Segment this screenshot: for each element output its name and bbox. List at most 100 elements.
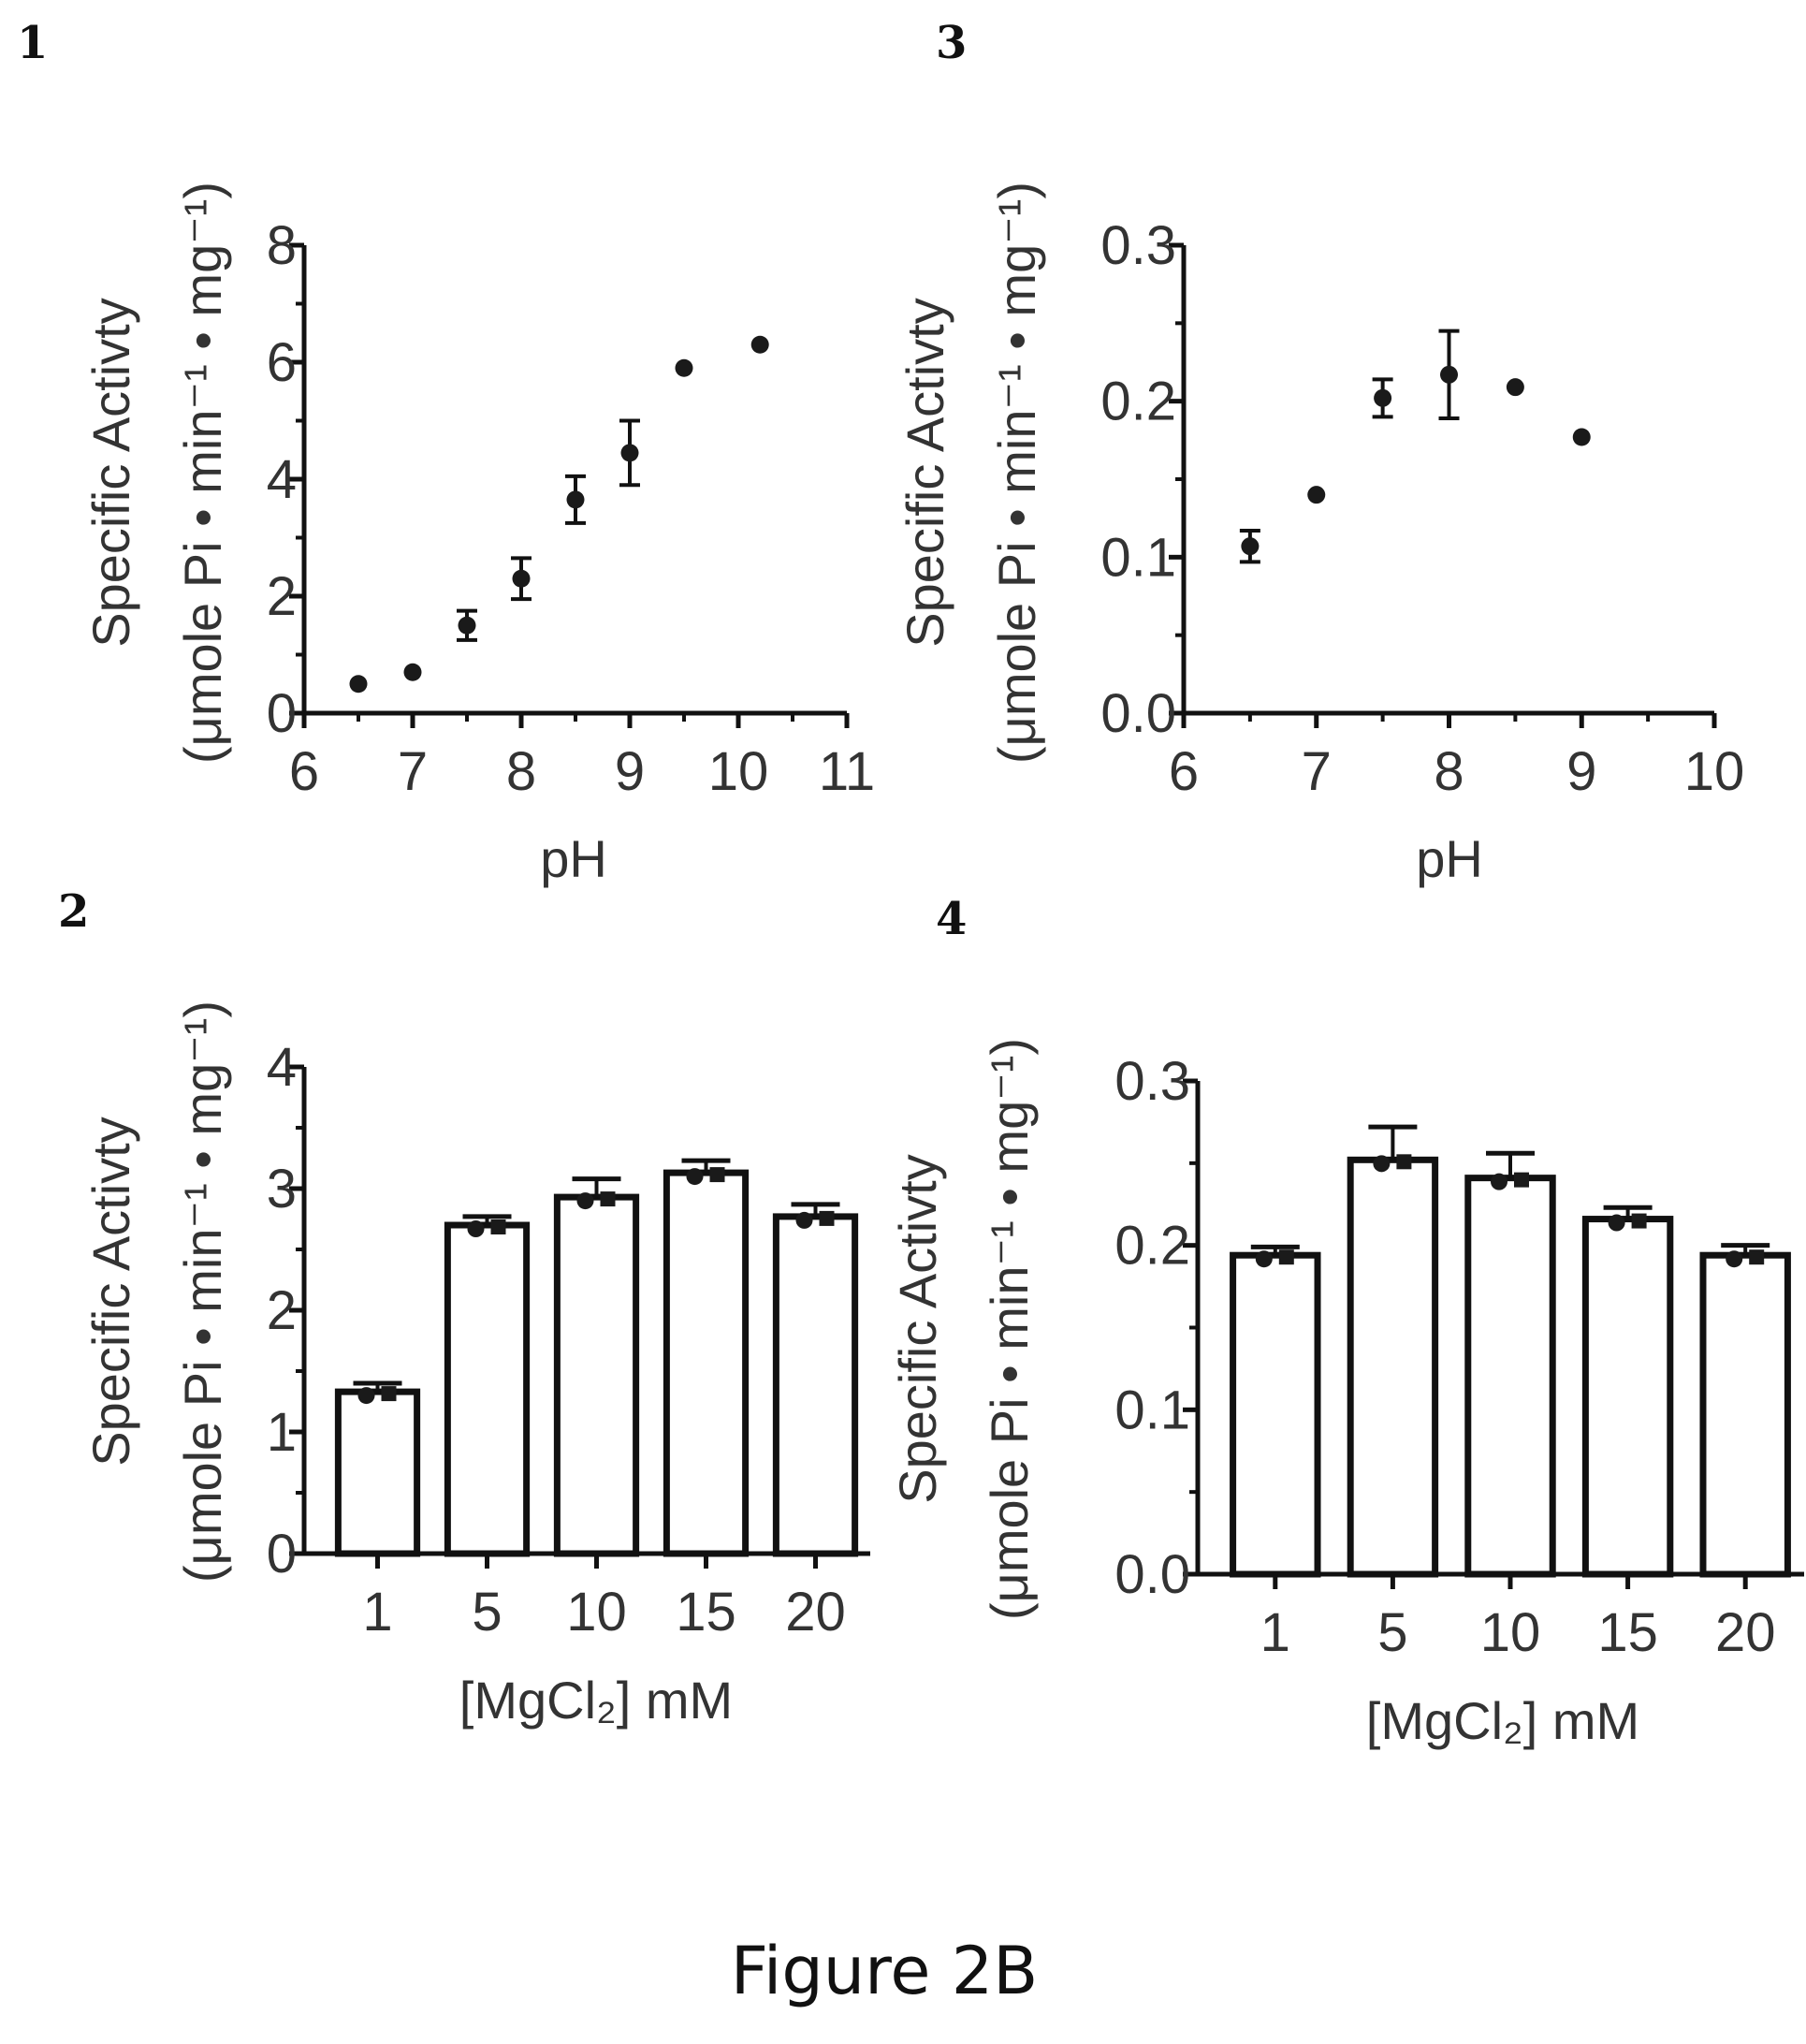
x-tick-label: 10 — [1480, 1602, 1541, 1663]
y-axis-title: Specific Activty — [896, 298, 954, 647]
y-axis-title: Specific Activty — [888, 1154, 947, 1503]
y-tick-label: 2 — [267, 1280, 297, 1341]
data-point — [620, 444, 639, 462]
data-point — [1241, 537, 1260, 556]
replicate-marker — [357, 1387, 375, 1405]
bar — [444, 1221, 531, 1557]
plot-area: 0 2 4 6 8 6 7 8 9 10 11 — [267, 215, 875, 802]
y-tick-label: 3 — [267, 1159, 297, 1219]
replicate-marker — [467, 1220, 485, 1237]
data-point — [1374, 388, 1392, 407]
replicate-marker — [1491, 1173, 1507, 1190]
bar — [1347, 1156, 1439, 1578]
y-axis-title: Specific Activty — [81, 1117, 140, 1466]
bar — [1581, 1216, 1674, 1578]
bar — [553, 1193, 640, 1557]
panel-1-ph-scatter: 1 Specific Activty (μmole Pi • min⁻¹ • m… — [17, 17, 875, 888]
x-tick-label: 20 — [785, 1582, 846, 1642]
replicate-marker — [1396, 1154, 1412, 1170]
panel-2-mgcl2-bars: 2 Specific Activty (μmole Pi • min⁻¹ • m… — [58, 885, 870, 1730]
x-tick-label: 15 — [1597, 1602, 1658, 1663]
replicate-marker — [600, 1191, 616, 1207]
replicate-marker — [1631, 1213, 1647, 1229]
bar — [772, 1213, 859, 1557]
replicate-marker — [381, 1386, 397, 1402]
x-tick-label: 5 — [472, 1582, 502, 1642]
x-tick-label: 1 — [362, 1582, 392, 1642]
x-tick-label: 15 — [676, 1582, 736, 1642]
data-point — [349, 675, 368, 694]
replicate-marker — [1514, 1172, 1529, 1188]
x-tick-label: 20 — [1715, 1602, 1776, 1663]
y-tick-label: 0.0 — [1114, 1544, 1190, 1605]
x-tick-label: 5 — [1377, 1602, 1407, 1663]
data-point — [1307, 486, 1326, 504]
data-point — [750, 335, 769, 354]
replicate-marker — [709, 1167, 725, 1183]
panel-label: 4 — [936, 893, 967, 945]
panel-label: 1 — [17, 17, 48, 69]
x-tick-label: 8 — [1434, 741, 1464, 802]
replicate-marker — [1608, 1214, 1625, 1232]
y-tick-label: 0.1 — [1100, 527, 1176, 588]
replicate-marker — [795, 1211, 813, 1229]
data-point — [1572, 428, 1591, 446]
x-tick-label: 10 — [566, 1582, 627, 1642]
replicate-marker — [490, 1219, 506, 1234]
plot-area: 0.00.10.20.31 5 10 15 20 — [1114, 1051, 1804, 1663]
x-tick-label: 11 — [819, 741, 875, 802]
replicate-marker — [576, 1192, 594, 1210]
y-axis-title: Specific Activty — [81, 298, 140, 647]
y-axis-units: (μmole Pi • min⁻¹ • mg⁻¹) — [987, 182, 1046, 764]
x-tick-label: 9 — [615, 741, 645, 802]
panel-label: 3 — [936, 17, 967, 69]
data-point — [403, 663, 422, 681]
panel-4-mgcl2-bars: 4 Specific Activty (μmole Pi • min⁻¹ • m… — [888, 893, 1804, 1750]
y-axis-units: (μmole Pi • min⁻¹ • mg⁻¹) — [173, 1000, 232, 1583]
x-tick-label: 10 — [1684, 741, 1745, 802]
x-tick-label: 6 — [289, 741, 319, 802]
bar — [663, 1169, 750, 1557]
figure-caption: Figure 2B — [731, 1933, 1039, 2009]
plot-area: 0.0 0.1 0.2 0.3 6 7 8 9 10 — [1100, 215, 1744, 802]
data-point — [1506, 378, 1524, 397]
y-tick-label: 0.2 — [1100, 372, 1176, 432]
panel-3-ph-scatter: 3 Specific Activty (μmole Pi • min⁻¹ • m… — [896, 17, 1744, 888]
data-point — [566, 490, 585, 509]
y-tick-label: 4 — [267, 1037, 297, 1098]
bar — [1464, 1175, 1556, 1578]
x-axis-title: pH — [1416, 829, 1483, 888]
data-point — [458, 616, 476, 635]
x-tick-label: 1 — [1260, 1602, 1290, 1663]
y-tick-label: 4 — [267, 449, 297, 510]
replicate-marker — [1749, 1249, 1765, 1265]
y-axis-units: (μmole Pi • min⁻¹ • mg⁻¹) — [173, 182, 232, 764]
x-axis-title: [MgCl₂] mM — [1366, 1691, 1639, 1750]
x-tick-label: 7 — [398, 741, 428, 802]
y-tick-label: 0 — [267, 683, 297, 744]
y-tick-label: 8 — [267, 215, 297, 276]
x-tick-label: 8 — [506, 741, 536, 802]
bar — [1230, 1251, 1321, 1578]
y-axis-units: (μmole Pi • min⁻¹ • mg⁻¹) — [980, 1038, 1039, 1620]
y-tick-label: 0.2 — [1114, 1216, 1190, 1277]
data-point — [512, 569, 531, 588]
replicate-marker — [686, 1168, 704, 1186]
replicate-marker — [1255, 1250, 1273, 1268]
y-tick-label: 0 — [267, 1524, 297, 1584]
x-tick-label: 10 — [708, 741, 769, 802]
x-axis-title: [MgCl₂] mM — [459, 1671, 733, 1730]
data-point — [1440, 365, 1458, 384]
x-axis-title: pH — [540, 829, 607, 888]
panel-label: 2 — [58, 885, 89, 938]
replicate-marker — [1726, 1250, 1743, 1268]
y-tick-label: 0.1 — [1114, 1380, 1190, 1440]
bar — [1699, 1251, 1791, 1578]
y-tick-label: 1 — [267, 1402, 297, 1463]
data-point — [675, 358, 693, 377]
y-tick-label: 0.3 — [1114, 1051, 1190, 1112]
replicate-marker — [1278, 1249, 1294, 1265]
x-tick-label: 7 — [1302, 741, 1332, 802]
